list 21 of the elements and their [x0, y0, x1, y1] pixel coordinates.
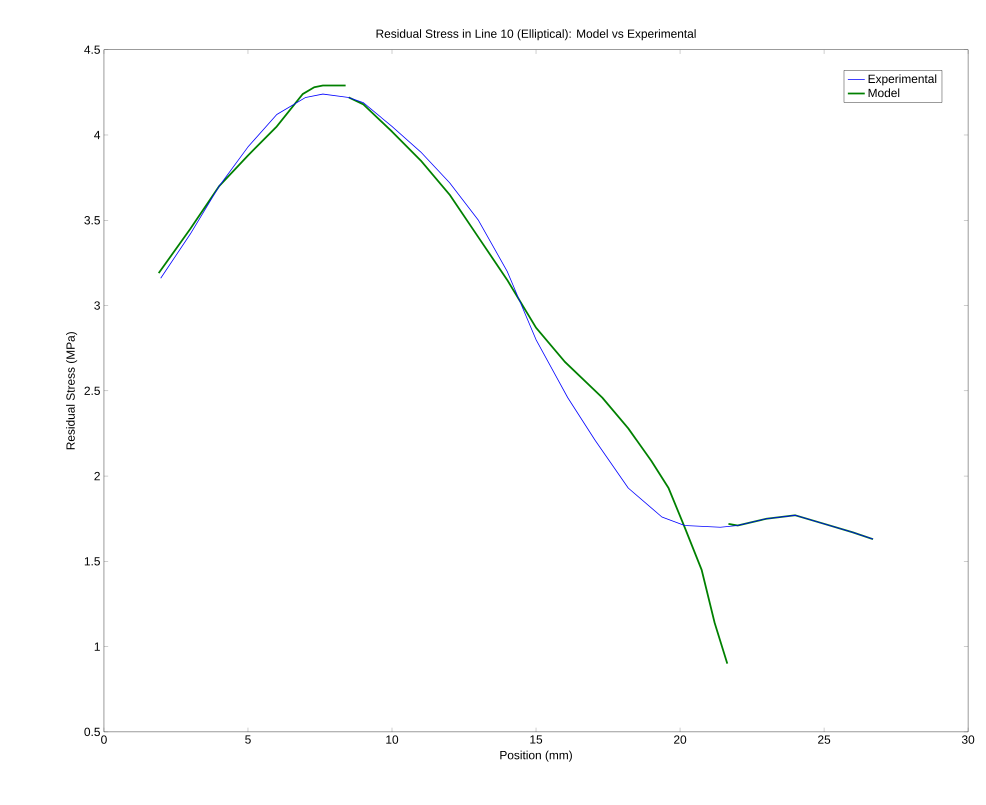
y-tick-label: 3.5 — [84, 216, 100, 224]
y-tick-label: 2 — [94, 472, 100, 480]
y-tick-label: 1.5 — [84, 556, 100, 566]
x-axis-title: Position (mm) — [500, 750, 572, 762]
y-tick-label: 4 — [94, 130, 100, 139]
x-tick-label: 25 — [818, 735, 830, 744]
y-tick-label: 4.5 — [84, 45, 100, 54]
y-tick-label: 2.5 — [84, 386, 100, 395]
x-tick-label: 20 — [674, 735, 686, 744]
chart-title: Residual Stress in Line 10 (Elliptical): Model vs Experimental — [376, 28, 696, 40]
x-tick-label: 30 — [962, 735, 974, 744]
x-tick-label: 15 — [530, 735, 542, 744]
y-tick-label: 3 — [94, 301, 100, 310]
y-axis-title: Residual Stress (MPa) — [66, 332, 78, 450]
y-tick-label: 0.5 — [84, 727, 100, 736]
y-tick-label: 1 — [94, 642, 100, 650]
legend-label: Model — [868, 88, 900, 97]
x-tick-label: 5 — [245, 735, 251, 744]
legend-label: Experimental — [868, 74, 936, 86]
x-tick-label: 0 — [101, 735, 107, 744]
x-tick-label: 10 — [386, 735, 398, 744]
